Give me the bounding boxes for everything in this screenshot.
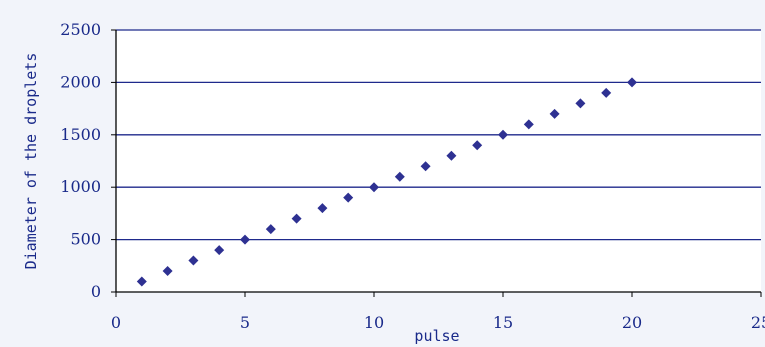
y-axis-title: Diameter of the droplets	[22, 53, 40, 270]
data-point	[188, 255, 199, 266]
data-point	[343, 192, 354, 203]
data-point	[420, 161, 431, 172]
data-point	[446, 150, 457, 161]
data-point	[472, 140, 483, 151]
plot-area	[116, 30, 761, 292]
y-tick-label: 2500	[60, 20, 101, 39]
x-axis-title: pulse	[414, 327, 459, 345]
data-point	[317, 203, 328, 214]
data-point	[214, 245, 225, 256]
y-tick-label: 1500	[60, 125, 101, 144]
data-points	[136, 77, 637, 287]
data-point	[601, 87, 612, 98]
data-point	[136, 276, 147, 287]
data-point	[265, 224, 276, 235]
y-tick-label: 0	[91, 282, 101, 301]
data-point	[240, 234, 250, 245]
x-tick-label: 0	[111, 313, 121, 332]
x-tick-label: 10	[364, 313, 384, 332]
tick-labels: 0 500 1000 1500 2000 2500 0 5 10 15 20 25	[60, 20, 765, 332]
x-tick-label: 15	[493, 313, 513, 332]
x-tick-label: 20	[622, 313, 642, 332]
data-point	[498, 129, 508, 140]
data-point	[627, 77, 637, 88]
x-tick-label: 5	[240, 313, 250, 332]
data-point	[549, 108, 560, 119]
data-point	[523, 119, 534, 130]
grid-lines	[116, 29, 761, 241]
data-point	[291, 213, 302, 224]
data-point	[394, 171, 405, 182]
y-tick-label: 500	[70, 230, 101, 249]
y-tick-label: 2000	[60, 72, 101, 91]
data-point	[162, 266, 173, 277]
y-tick-label: 1000	[60, 177, 101, 196]
x-tick-label: 25	[751, 313, 765, 332]
axes	[111, 29, 762, 297]
data-point	[369, 182, 379, 193]
data-point	[575, 98, 586, 109]
